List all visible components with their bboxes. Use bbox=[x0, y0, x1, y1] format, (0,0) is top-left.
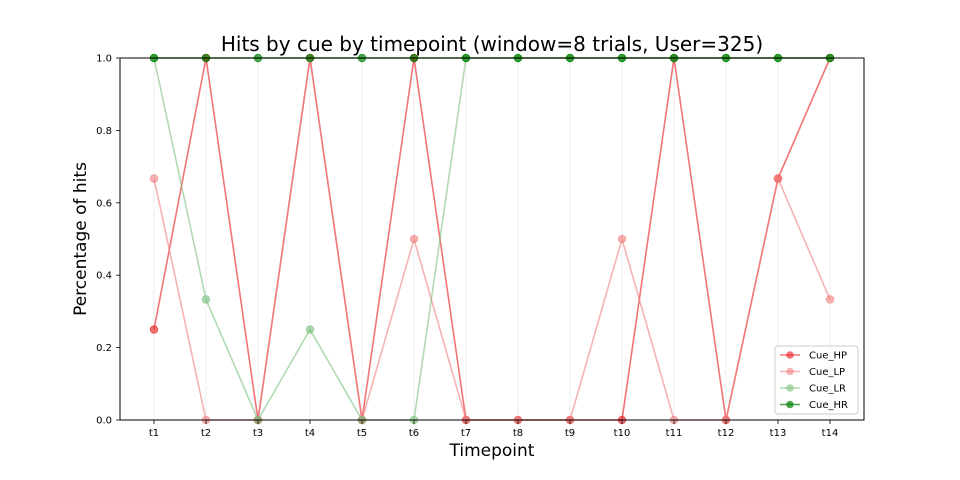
y-tick-label: 0.4 bbox=[96, 271, 112, 282]
legend-label: Cue_HP bbox=[809, 351, 847, 362]
x-tick-label: t1 bbox=[149, 428, 159, 439]
data-point-cue-hp bbox=[149, 325, 159, 334]
legend-box bbox=[774, 345, 859, 415]
legend-item-cue-hp: Cue_HP bbox=[780, 351, 847, 362]
data-point-cue-lp bbox=[773, 174, 783, 183]
x-tick-label: t14 bbox=[822, 428, 839, 439]
data-point-cue-lp bbox=[149, 174, 159, 183]
data-point-cue-lp bbox=[409, 234, 419, 244]
x-tick-label: t4 bbox=[305, 428, 315, 439]
y-axis: 0.0 0.2 0.4 0.6 0.8 1.0 bbox=[96, 54, 120, 427]
x-tick-label: t12 bbox=[718, 428, 735, 439]
legend-swatch-marker bbox=[786, 351, 794, 359]
grid bbox=[153, 58, 831, 420]
x-axis-label: Timepoint bbox=[449, 441, 535, 461]
legend-item-cue-lr: Cue_LR bbox=[780, 384, 846, 395]
plot-frame bbox=[119, 57, 865, 421]
series-line-cue-hp bbox=[153, 57, 831, 421]
x-tick-label: t3 bbox=[253, 428, 263, 439]
series-cue-hp bbox=[149, 53, 835, 425]
data-point-cue-lr bbox=[305, 325, 315, 334]
x-tick-label: t7 bbox=[461, 428, 471, 439]
x-axis: t1 t2 t3 t4 t5 t6 t7 t8 t9 t10 t11 t12 t13 t14 bbox=[149, 420, 838, 439]
x-tick-label: t9 bbox=[565, 428, 575, 439]
x-tick-label: t13 bbox=[770, 428, 787, 439]
x-tick-label: t11 bbox=[666, 428, 683, 439]
y-axis-label: Percentage of hits bbox=[71, 162, 91, 316]
data-point-cue-lp bbox=[617, 234, 627, 244]
data-point-cue-lp bbox=[825, 295, 835, 304]
y-tick-label: 0.2 bbox=[96, 343, 112, 354]
legend-label: Cue_LR bbox=[809, 384, 846, 395]
legend-item-cue-lp: Cue_LP bbox=[780, 367, 845, 378]
data-point-cue-lr bbox=[201, 295, 211, 304]
series-cue-lr bbox=[149, 53, 835, 425]
y-tick-label: 1.0 bbox=[96, 54, 112, 65]
y-tick-label: 0.0 bbox=[96, 416, 112, 427]
legend-swatch-marker bbox=[786, 367, 794, 376]
series-cue-lp bbox=[149, 53, 835, 425]
chart-title: Hits by cue by timepoint (window=8 trial… bbox=[221, 32, 763, 56]
x-tick-label: t2 bbox=[201, 428, 211, 439]
legend-label: Cue_HR bbox=[809, 400, 848, 411]
legend-swatch-marker bbox=[786, 400, 794, 409]
legend-label: Cue_LP bbox=[809, 367, 845, 378]
x-tick-label: t10 bbox=[614, 428, 631, 439]
y-tick-label: 0.6 bbox=[96, 198, 112, 209]
series-line-cue-lp bbox=[153, 57, 831, 421]
x-tick-label: t6 bbox=[409, 428, 419, 439]
y-tick-label: 0.8 bbox=[96, 126, 112, 137]
legend: Cue_HP Cue_LP Cue_LR Cue_HR bbox=[774, 345, 859, 415]
series-line-cue-lr bbox=[153, 57, 830, 422]
legend-swatch-marker bbox=[786, 384, 794, 392]
legend-item-cue-hr: Cue_HR bbox=[780, 400, 848, 411]
x-tick-label: t5 bbox=[357, 428, 367, 439]
series-layer bbox=[149, 53, 835, 425]
x-tick-label: t8 bbox=[513, 428, 523, 439]
